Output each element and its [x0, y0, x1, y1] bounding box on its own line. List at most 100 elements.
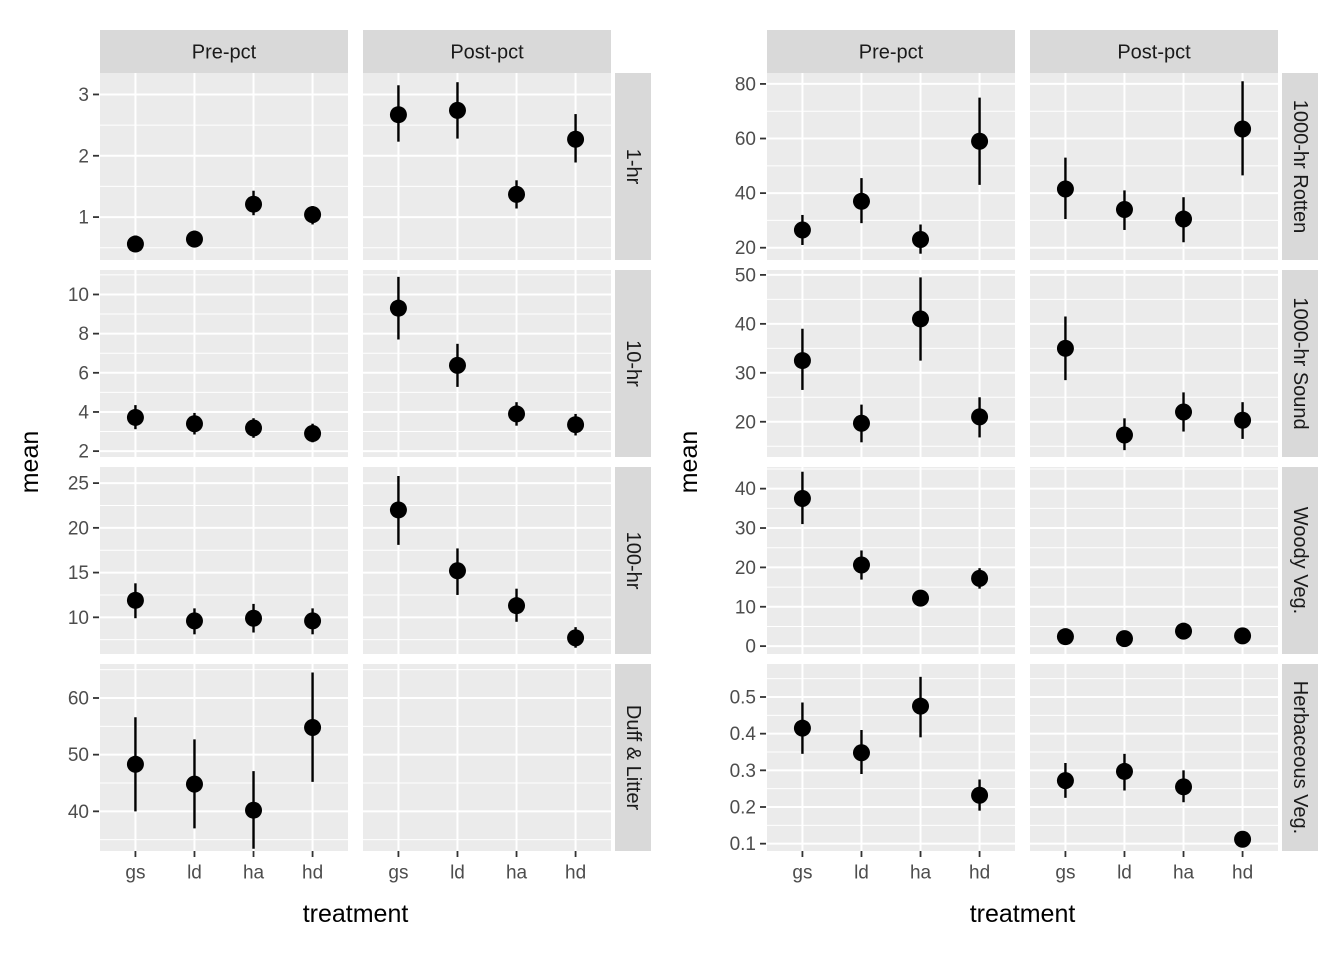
mean-point	[126, 408, 144, 426]
x-tick-label: ha	[243, 863, 265, 884]
mean-point	[185, 775, 203, 793]
panel	[100, 467, 348, 654]
facet-col-strip	[1030, 30, 1278, 73]
panel-background	[1030, 73, 1278, 260]
x-tick-label: hd	[302, 863, 323, 884]
facet-row-label: 1000-hr Rotten	[1289, 100, 1311, 233]
y-tick-label: 60	[68, 689, 89, 710]
y-tick-label: 10	[68, 608, 89, 629]
panel	[363, 270, 611, 457]
panel-background	[1030, 664, 1278, 851]
x-tick-label: ld	[1117, 863, 1132, 884]
panel	[363, 664, 611, 851]
mean-point	[508, 597, 526, 615]
facet-row-strip	[1282, 467, 1318, 654]
mean-point	[1056, 628, 1074, 646]
panel	[363, 73, 611, 260]
panel	[767, 664, 1015, 851]
mean-point	[389, 106, 407, 124]
y-tick-label: 40	[735, 184, 756, 205]
panel	[767, 467, 1015, 654]
y-tick-label: 80	[735, 74, 756, 95]
y-tick-label: 4	[78, 402, 89, 423]
x-tick-label: gs	[1055, 863, 1075, 884]
mean-point	[508, 185, 526, 203]
panel	[363, 467, 611, 654]
mean-point	[185, 612, 203, 630]
panel	[767, 270, 1015, 457]
mean-point	[126, 755, 144, 773]
x-tick-label: hd	[1232, 863, 1253, 884]
panel-background	[363, 664, 611, 851]
panel	[1030, 270, 1278, 457]
mean-point	[1056, 772, 1074, 790]
mean-point	[185, 230, 203, 248]
x-tick-label: gs	[388, 863, 408, 884]
mean-point	[448, 562, 466, 580]
y-tick-label: 30	[735, 519, 756, 540]
mean-point	[1234, 627, 1252, 645]
mean-point	[1175, 622, 1193, 640]
mean-point	[567, 130, 585, 148]
facet-row-label: 1000-hr Sound	[1289, 297, 1311, 429]
facet-row-strip	[615, 270, 651, 457]
facet-row-label: Herbaceous Veg.	[1289, 681, 1311, 834]
y-tick-label: 20	[735, 412, 756, 433]
mean-point	[793, 221, 811, 239]
mean-point	[793, 352, 811, 370]
x-tick-label: ha	[910, 863, 932, 884]
y-tick-label: 0.2	[730, 798, 756, 819]
y-tick-label: 6	[78, 363, 89, 384]
mean-point	[852, 192, 870, 210]
y-tick-label: 2	[78, 442, 89, 463]
x-axis-title: treatment	[303, 900, 409, 928]
mean-point	[1234, 830, 1252, 848]
facet-row-strip	[615, 664, 651, 851]
mean-point	[508, 405, 526, 423]
panel-background	[1030, 467, 1278, 654]
y-tick-label: 20	[735, 558, 756, 579]
mean-point	[1234, 120, 1252, 138]
y-tick-label: 2	[78, 146, 89, 167]
y-axis-title: mean	[16, 431, 44, 494]
mean-point	[793, 489, 811, 507]
y-tick-label: 60	[735, 129, 756, 150]
panel	[100, 664, 348, 851]
facet-col-label: Pre-pct	[859, 42, 924, 64]
mean-point	[971, 569, 989, 587]
x-tick-label: ha	[506, 863, 528, 884]
mean-point	[912, 310, 930, 328]
facet-col-strip	[767, 30, 1015, 73]
fuel-load-chart: Pre-pct Post-pct 1 2 3 1-hr 2 4 6 8 10 10-hr 10 15 20 2…	[16, 30, 651, 928]
panel	[1030, 664, 1278, 851]
panel-background	[100, 664, 348, 851]
mean-point	[567, 629, 585, 647]
mean-point	[793, 719, 811, 737]
x-axis-title: treatment	[970, 900, 1076, 928]
facet-col-label: Post-pct	[450, 42, 524, 64]
mean-point	[448, 101, 466, 119]
mean-point	[912, 589, 930, 607]
facet-row-strip	[1282, 270, 1318, 457]
mean-point	[304, 718, 322, 736]
mean-point	[1115, 426, 1133, 444]
mean-point	[971, 786, 989, 804]
coarse-fuel-veg-chart: Pre-pct Post-pct 20 40 60 80 1000-hr Rotten 20 3…	[675, 30, 1318, 928]
mean-point	[567, 416, 585, 434]
mean-point	[1115, 630, 1133, 648]
y-tick-label: 8	[78, 324, 89, 345]
facet-row-strip	[615, 467, 651, 654]
mean-point	[912, 697, 930, 715]
panel	[1030, 467, 1278, 654]
facet-row-label: Duff & Litter	[622, 705, 644, 811]
facet-row-label: 10-hr	[622, 340, 644, 387]
facet-col-strip	[100, 30, 348, 73]
panel-background	[1030, 270, 1278, 457]
facet-row-strip	[615, 73, 651, 260]
mean-point	[304, 612, 322, 630]
facet-row-label: Woody Veg.	[1289, 507, 1311, 614]
panel	[767, 73, 1015, 260]
mean-point	[912, 231, 930, 249]
panel	[100, 73, 348, 260]
mean-point	[245, 609, 263, 627]
